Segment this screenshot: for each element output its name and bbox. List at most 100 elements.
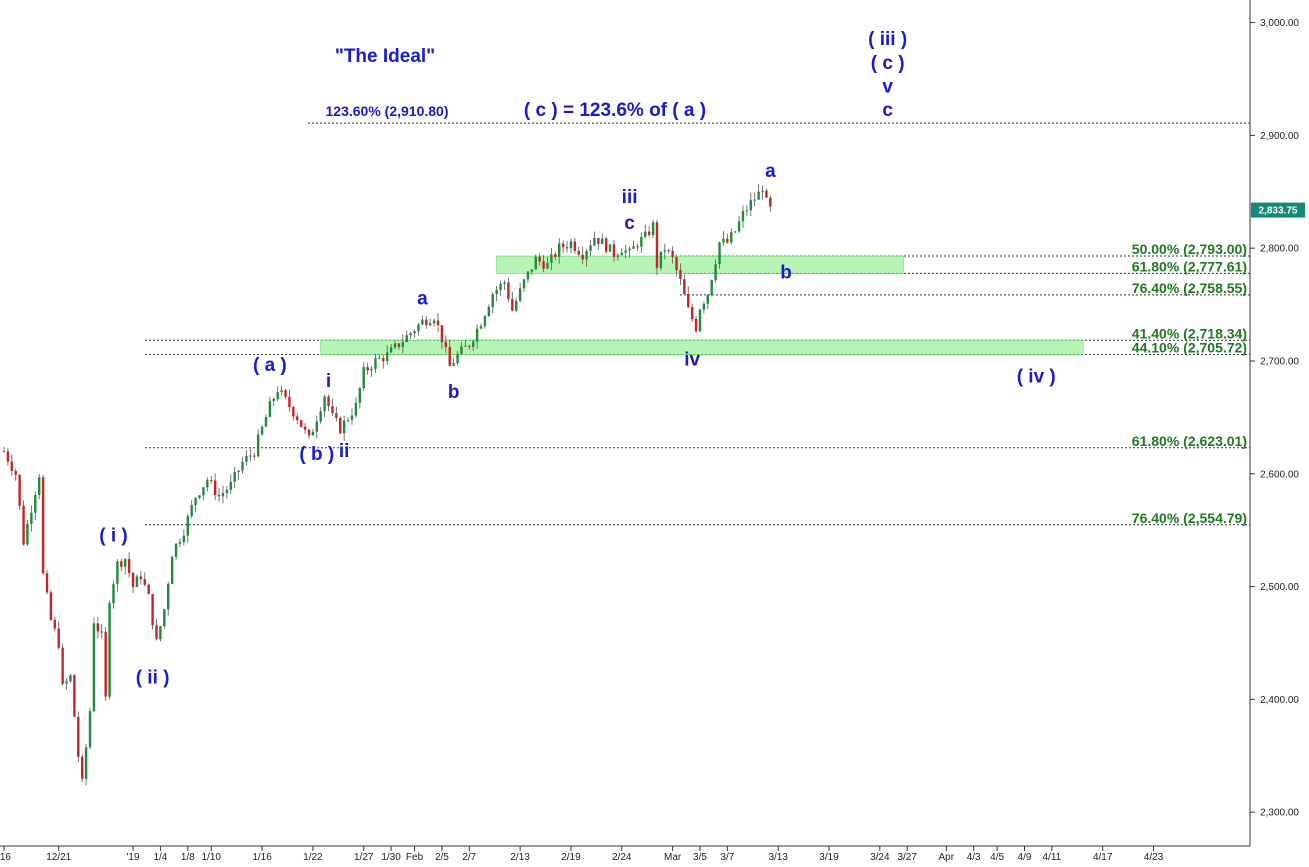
candle-body <box>385 352 389 362</box>
candle-body <box>655 222 659 268</box>
candle-body <box>120 561 123 567</box>
candle-body <box>706 295 709 304</box>
candle-body <box>515 300 518 311</box>
candle-body <box>507 282 510 299</box>
candle-body <box>757 191 760 200</box>
candle-body <box>378 357 381 359</box>
x-tick-label: 3/7 <box>720 852 734 863</box>
candle-body <box>65 681 68 684</box>
candle-body <box>151 594 154 626</box>
candle-body <box>178 542 182 544</box>
candle-body <box>718 242 721 265</box>
candle-body <box>448 346 451 366</box>
candle-body <box>374 358 377 369</box>
candle-body <box>81 756 84 779</box>
candle-body <box>671 250 674 258</box>
x-tick-label: 2/19 <box>561 852 581 863</box>
candle-body <box>194 497 197 506</box>
candle-body <box>276 392 279 399</box>
candle-body <box>632 246 635 249</box>
wave-label: iii <box>622 187 638 208</box>
wave-label: c <box>882 100 893 121</box>
candle-body <box>464 345 467 347</box>
candle-body <box>249 455 252 457</box>
candle-body <box>460 346 463 354</box>
candle-body <box>108 603 111 697</box>
candle-body <box>22 505 25 545</box>
x-tick-label: 1/27 <box>354 852 374 863</box>
candle-body <box>167 583 170 610</box>
candle-body <box>597 238 600 244</box>
candle-body <box>425 319 428 326</box>
candle-body <box>331 406 334 413</box>
candle-body <box>675 257 678 271</box>
candle-body <box>299 420 303 427</box>
candle-body <box>182 535 186 543</box>
x-tick-label: 1/8 <box>181 852 195 863</box>
y-tick-label: 2,300.00 <box>1260 808 1299 819</box>
candle-body <box>14 470 17 475</box>
x-tick-label: /16 <box>0 852 11 863</box>
x-tick-label: 1/16 <box>252 852 272 863</box>
x-tick-label: 3/27 <box>897 852 917 863</box>
candle-body <box>350 415 354 420</box>
candle-body <box>487 307 491 317</box>
fib-labels: 50.00% (2,793.00)61.80% (2,777.61) 76.40%… <box>1132 241 1247 526</box>
candle-body <box>237 470 240 472</box>
candle-body <box>561 243 565 248</box>
candle-body <box>585 251 588 260</box>
candle-body <box>18 474 21 506</box>
candle-body <box>335 412 338 418</box>
candle-body <box>88 711 92 748</box>
candle-body <box>483 316 487 327</box>
candle-body <box>495 289 498 295</box>
candle-body <box>436 320 440 326</box>
plot-area <box>0 0 1250 846</box>
candle-body <box>292 407 295 417</box>
candle-body <box>628 248 631 251</box>
candle-body <box>726 238 729 243</box>
candle-body <box>667 250 670 252</box>
candle-body <box>620 252 623 256</box>
candle-body <box>761 190 764 192</box>
fib-label: 76.40% (2,554.79) <box>1132 510 1247 526</box>
candle-body <box>679 270 682 280</box>
candle-body <box>307 429 311 436</box>
candle-body <box>264 417 268 427</box>
candle-body <box>147 584 150 595</box>
x-tick-label: Mar <box>664 852 682 863</box>
y-tick-label: 2,800.00 <box>1260 244 1299 255</box>
candle-body <box>116 561 119 585</box>
x-tick-label: Apr <box>939 852 955 863</box>
y-axis-ticks: 3,000.00 2,900.00 2,800.00 2,700.00 2,600.00… <box>1250 18 1299 819</box>
candle-body <box>558 243 561 257</box>
candle-body <box>241 461 244 471</box>
candle-body <box>233 471 236 482</box>
candle-body <box>636 246 639 248</box>
x-tick-label: 1/30 <box>381 852 401 863</box>
candle-body <box>61 647 64 684</box>
candle-body <box>452 363 455 366</box>
candle-body <box>131 572 135 587</box>
candle-body <box>163 609 166 627</box>
candle-body <box>683 279 686 294</box>
candle-body <box>206 480 209 488</box>
candle-body <box>472 341 475 347</box>
wave-label: a <box>765 161 776 182</box>
candle-body <box>366 367 369 371</box>
candle-body <box>389 347 393 353</box>
candle-body <box>444 342 448 347</box>
chart-title: "The Ideal" <box>335 46 435 67</box>
candle-body <box>640 236 643 247</box>
fib-label: 61.80% (2,777.61) <box>1132 258 1247 274</box>
candle-body <box>202 487 205 496</box>
x-tick-label: 4/9 <box>1018 852 1032 863</box>
candle-body <box>284 390 287 397</box>
candle-body <box>491 294 494 308</box>
candle-body <box>538 256 541 262</box>
candle-body <box>382 357 385 362</box>
target-text: ( c ) = 123.6% of ( a ) <box>524 100 706 121</box>
x-tick-label: 1/10 <box>201 852 221 863</box>
candle-body <box>616 255 620 257</box>
